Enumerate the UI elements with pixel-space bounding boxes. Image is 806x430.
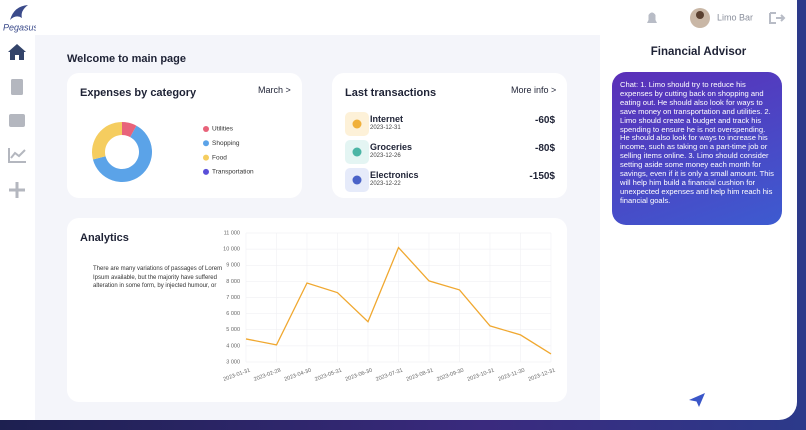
card-title: Analytics [80,232,129,244]
send-button[interactable] [688,392,706,408]
analytics-text: There are many variations of passages of… [93,266,223,289]
transaction-name: Electronics [370,170,419,180]
icon-glyph [352,119,362,129]
x-tick-label: 2023-12-31 [528,368,556,383]
logo-text: Pegasus [3,22,36,32]
donut-segment [92,122,122,160]
y-tick-label: 6 000 [226,311,240,317]
y-tick-label: 8 000 [226,279,240,285]
donut-segment [122,122,137,138]
x-tick-label: 2023-05-31 [314,368,342,383]
sidebar [8,44,26,198]
card-link[interactable]: March > [258,85,291,95]
transaction-date: 2023-12-22 [370,181,401,187]
legend-swatch [203,154,209,161]
y-tick-label: 5 000 [226,327,240,333]
x-tick-label: 2023-04-30 [284,368,312,383]
page-title: Welcome to main page [67,53,186,65]
avatar-head [696,11,704,19]
donut-segment [92,125,152,182]
transaction-amount: -150$ [529,171,555,182]
icon-glyph [352,147,362,157]
transaction-date: 2023-12-31 [370,125,401,131]
card-link[interactable]: More info > [511,85,557,95]
transaction-amount: -80$ [534,143,555,154]
clipboard-icon[interactable] [11,79,23,95]
donut-chart: Utilities Shopping Food Transportation [92,122,254,182]
icon-dot [352,175,362,185]
send-icon [689,393,705,407]
line-chart: 3 000 4 000 5 000 6 000 7 000 8 000 9 000 10 00… [223,230,556,383]
transactions-card: Last transactions More info > Internet 20… [332,73,567,198]
app-window: Pegasus Limo Bar Welcome to main page Ex… [2,2,786,420]
legend-label: Transportation [212,169,254,176]
top-bar: Limo Bar [647,8,786,28]
y-tick-label: 3 000 [226,359,240,365]
transaction-amount: -60$ [534,115,555,126]
logout-icon[interactable] [769,12,786,24]
y-tick-label: 11 000 [224,230,240,236]
analytics-card: Analytics There are many variations of p… [67,218,567,402]
x-tick-label: 2023-10-31 [467,368,495,383]
x-tick-label: 2023-09-30 [436,368,464,383]
legend-label: Utilities [212,126,234,133]
bell-icon[interactable] [647,12,657,24]
x-tick-label: 2023-11-30 [498,368,526,383]
card-title: Expenses by category [80,87,197,99]
legend-swatch [203,140,209,147]
x-tick-label: 2023-01-31 [223,368,251,383]
user-name[interactable]: Limo Bar [717,12,753,22]
expenses-card: Expenses by category March > Utilities Sh… [67,73,302,198]
transaction-icon [345,168,369,192]
x-tick-label: 2023-02-28 [253,368,281,383]
line-series [245,246,552,355]
card-title: Last transactions [345,87,437,99]
icon-dot [352,147,362,157]
home-icon[interactable] [8,44,26,60]
advisor-title: Financial Advisor [650,46,747,58]
transaction-icon [345,140,369,164]
legend-label: Food [212,154,227,161]
logo[interactable]: Pegasus [2,2,36,34]
x-tick-label: 2023-08-31 [406,368,434,383]
x-tick-label: 2023-06-30 [345,368,373,383]
legend-swatch [203,168,209,175]
transaction-date: 2023-12-26 [370,153,401,159]
chart-icon[interactable] [8,148,26,163]
y-tick-label: 4 000 [226,343,240,349]
transaction-name: Groceries [370,142,413,152]
y-tick-label: 10 000 [223,247,240,253]
wallet-icon[interactable] [9,114,25,127]
legend-label: Shopping [212,140,240,147]
icon-dot [352,119,362,129]
y-tick-label: 7 000 [226,295,240,301]
logo-wing [10,5,28,20]
legend-swatch [203,126,209,132]
x-tick-label: 2023-07-31 [375,368,403,383]
chat-bubble: Chat: 1. Limo should try to reduce his e… [612,72,782,225]
y-tick-label: 9 000 [226,263,240,269]
icon-glyph [352,175,362,185]
transaction-name: Internet [370,114,404,124]
transaction-icon [345,112,369,136]
add-icon[interactable] [9,182,25,198]
